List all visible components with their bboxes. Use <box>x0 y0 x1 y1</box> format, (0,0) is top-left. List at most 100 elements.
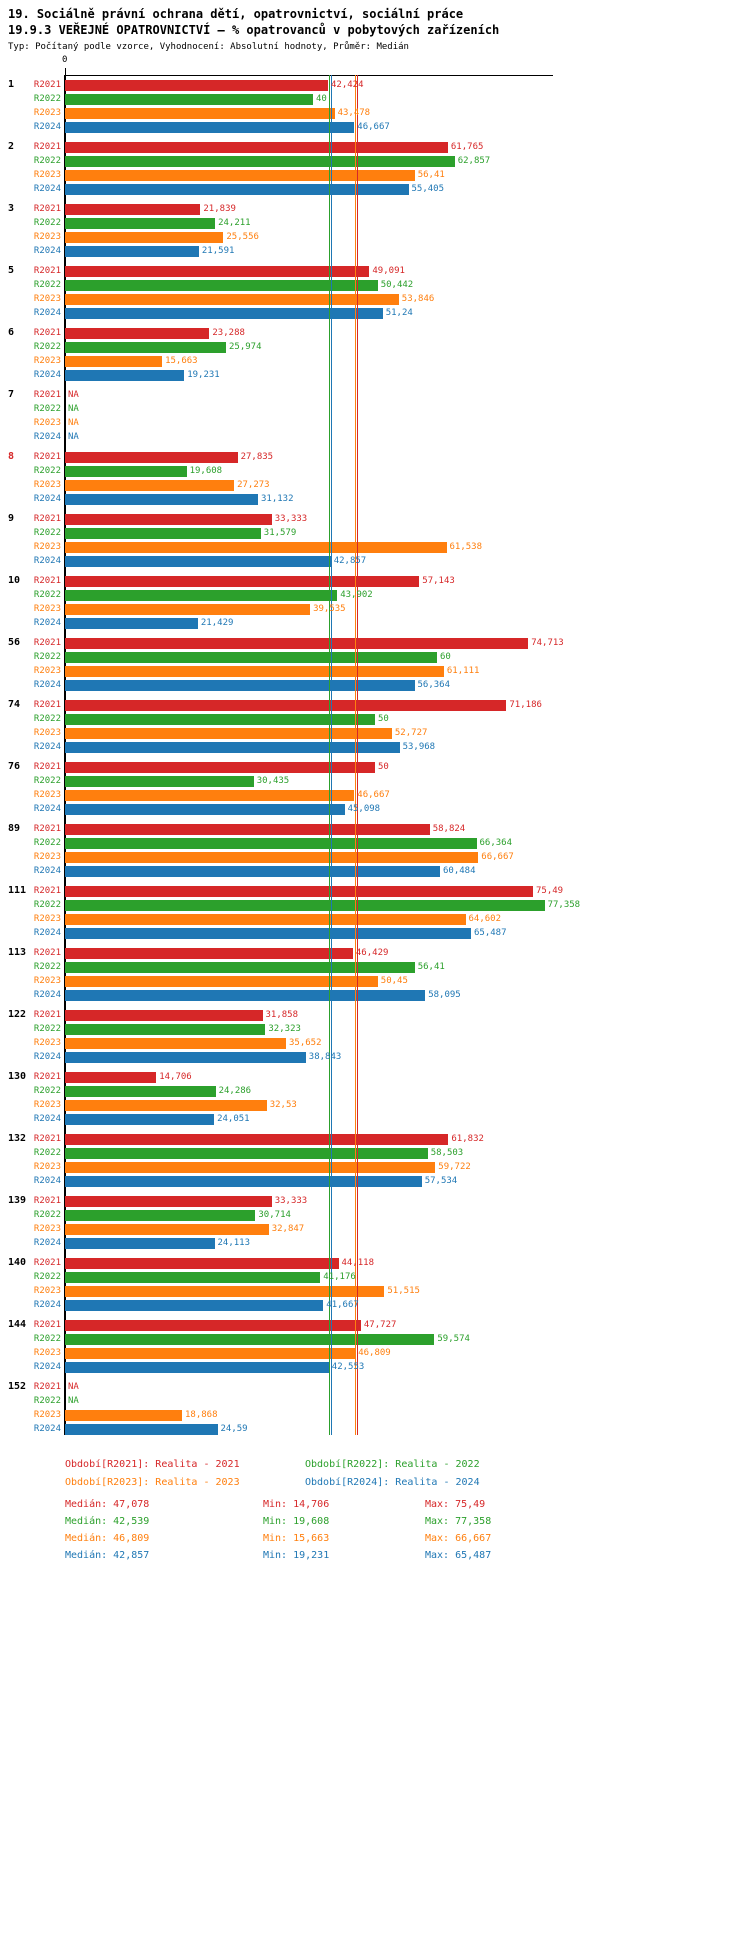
bar-group: 5 R2021 49,091 R2022 50,442 R2023 53,846 R2024 5… <box>0 264 750 320</box>
bar <box>65 293 399 305</box>
bar-row: R2023 64,602 <box>0 912 750 926</box>
bar <box>65 1333 435 1345</box>
bar-group: 132 R2021 61,832 R2022 58,503 R2023 59,722 R202… <box>0 1132 750 1188</box>
bar-row: R2024 NA <box>0 430 750 444</box>
series-tick-label: R2024 <box>33 1238 61 1248</box>
value-label: 25,556 <box>226 232 259 242</box>
bar <box>65 493 258 505</box>
chart-subtitle: Typ: Počítaný podle vzorce, Vyhodnocení:… <box>8 42 409 52</box>
bar-row: R2022 50 <box>0 712 750 726</box>
series-tick-label: R2023 <box>33 1100 61 1110</box>
series-tick-label: R2021 <box>33 1010 61 1020</box>
group-id-label: 139 <box>8 1195 27 1206</box>
bar-row: R2024 55,405 <box>0 182 750 196</box>
value-label: 18,868 <box>185 1410 218 1420</box>
series-tick-label: R2022 <box>33 590 61 600</box>
value-label: 24,051 <box>217 1114 250 1124</box>
bar-row: R2021 NA <box>0 388 750 402</box>
bar <box>65 327 210 339</box>
bar <box>65 947 353 959</box>
value-label: 61,832 <box>451 1134 484 1144</box>
series-tick-label: R2023 <box>33 480 61 490</box>
bar <box>65 1285 385 1297</box>
stats-max: Max: 65,487 <box>425 1550 492 1561</box>
series-tick-label: R2023 <box>33 604 61 614</box>
bar-row: R2021 61,765 <box>0 140 750 154</box>
bar-row: R2024 60,484 <box>0 864 750 878</box>
value-label: 50 <box>378 762 389 772</box>
series-tick-label: R2022 <box>33 1396 61 1406</box>
series-tick-label: R2023 <box>33 108 61 118</box>
series-tick-label: R2021 <box>33 1258 61 1268</box>
bar-row: R2022 40 <box>0 92 750 106</box>
bar-row: R2022 56,41 <box>0 960 750 974</box>
bar-row: R2023 61,538 <box>0 540 750 554</box>
stats-min: Min: 19,608 <box>263 1516 330 1527</box>
series-tick-label: R2022 <box>33 714 61 724</box>
title-block: 19. Sociálně právní ochrana dětí, opatro… <box>8 6 499 54</box>
value-label: 32,323 <box>268 1024 301 1034</box>
series-tick-label: R2022 <box>33 838 61 848</box>
bar <box>65 617 198 629</box>
value-label: 46,667 <box>357 122 390 132</box>
bar-row: R2024 46,667 <box>0 120 750 134</box>
series-tick-label: R2024 <box>33 308 61 318</box>
bar-row: R2023 61,111 <box>0 664 750 678</box>
bar-row: R2024 42,553 <box>0 1360 750 1374</box>
bar-row: R2021 75,49 <box>0 884 750 898</box>
value-label: 31,132 <box>261 494 294 504</box>
value-label: 64,602 <box>468 914 502 924</box>
value-label: 31,858 <box>265 1010 299 1020</box>
bar <box>65 141 448 153</box>
bar-row: R2023 15,663 <box>0 354 750 368</box>
value-label: 45,098 <box>347 804 381 814</box>
value-label: 21,429 <box>200 618 234 628</box>
series-tick-label: R2024 <box>33 246 61 256</box>
value-label: 56,41 <box>417 170 445 180</box>
bar-row: R2023 32,53 <box>0 1098 750 1112</box>
bar-row: R2021 42,424 <box>0 78 750 92</box>
group-id-label: 74 <box>8 699 21 710</box>
value-label: 46,809 <box>358 1348 391 1358</box>
value-label: 46,429 <box>355 948 389 958</box>
value-label: 57,143 <box>422 576 455 586</box>
series-tick-label: R2024 <box>33 1052 61 1062</box>
value-label: 44,118 <box>341 1258 375 1268</box>
bar-row: R2024 58,095 <box>0 988 750 1002</box>
series-tick-label: R2021 <box>33 1382 61 1392</box>
value-label: 66,364 <box>479 838 513 848</box>
series-tick-label: R2023 <box>33 1410 61 1420</box>
bar-row: R2023 53,846 <box>0 292 750 306</box>
bar-row: R2022 32,323 <box>0 1022 750 1036</box>
bar-row: R2021 50 <box>0 760 750 774</box>
bar-row: R2024 19,231 <box>0 368 750 382</box>
group-id-label: 76 <box>8 761 21 772</box>
stats-min: Min: 15,663 <box>263 1533 330 1544</box>
value-label: 33,333 <box>274 1196 308 1206</box>
bar-row: R2021 46,429 <box>0 946 750 960</box>
series-tick-label: R2021 <box>33 700 61 710</box>
value-label: 40 <box>316 94 327 104</box>
series-tick-label: R2022 <box>33 1086 61 1096</box>
x-axis-tick <box>65 68 66 75</box>
bar <box>65 341 226 353</box>
value-label: 42,424 <box>331 80 364 90</box>
bar <box>65 1237 215 1249</box>
series-tick-label: R2021 <box>33 514 61 524</box>
series-tick-label: R2023 <box>33 170 61 180</box>
bar <box>65 589 338 601</box>
group-id-label: 89 <box>8 823 21 834</box>
value-label: 50,442 <box>380 280 414 290</box>
value-label: 41,176 <box>323 1272 356 1282</box>
series-tick-label: R2022 <box>33 962 61 972</box>
series-tick-label: R2024 <box>33 742 61 752</box>
bar-row: R2024 53,968 <box>0 740 750 754</box>
bar-row: R2022 43,902 <box>0 588 750 602</box>
bar-row: R2021 33,333 <box>0 1194 750 1208</box>
bar-row: R2022 77,358 <box>0 898 750 912</box>
bar-row: R2023 59,722 <box>0 1160 750 1174</box>
value-label: 56,41 <box>417 962 445 972</box>
group-id-label: 10 <box>8 575 21 586</box>
bar-row: R2022 60 <box>0 650 750 664</box>
